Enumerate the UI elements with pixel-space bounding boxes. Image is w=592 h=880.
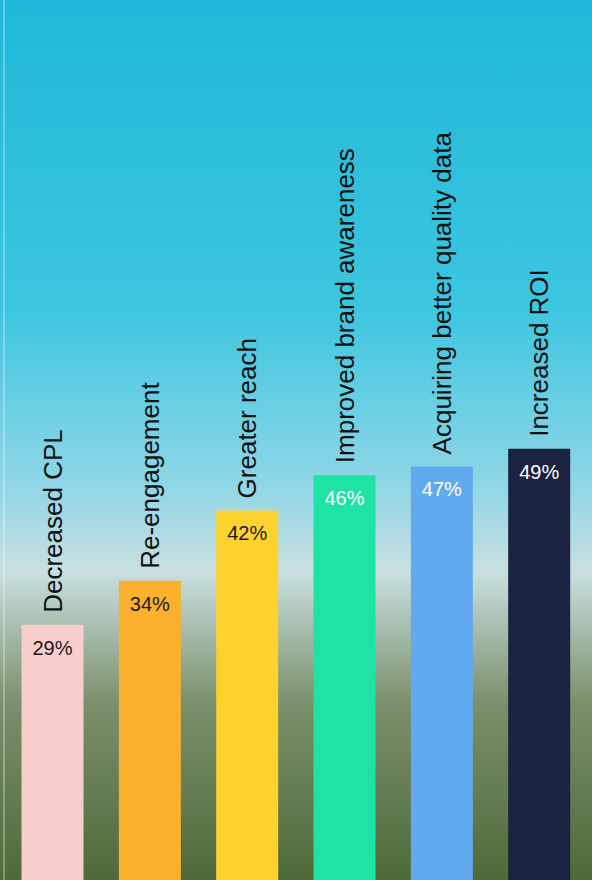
svg-text:46%: 46% <box>325 487 365 509</box>
svg-text:Increased ROI: Increased ROI <box>524 269 554 437</box>
svg-text:29%: 29% <box>33 637 73 659</box>
svg-text:34%: 34% <box>130 593 170 615</box>
svg-text:47%: 47% <box>422 478 462 500</box>
svg-text:Improved brand awareness: Improved brand awareness <box>330 148 360 463</box>
svg-text:Greater reach: Greater reach <box>232 338 262 498</box>
svg-text:Re-engagement: Re-engagement <box>135 382 165 569</box>
svg-text:42%: 42% <box>227 522 267 544</box>
svg-text:49%: 49% <box>519 461 559 483</box>
svg-text:Acquiring better quality data: Acquiring better quality data <box>427 132 457 455</box>
svg-text:Decreased CPL: Decreased CPL <box>38 429 68 613</box>
